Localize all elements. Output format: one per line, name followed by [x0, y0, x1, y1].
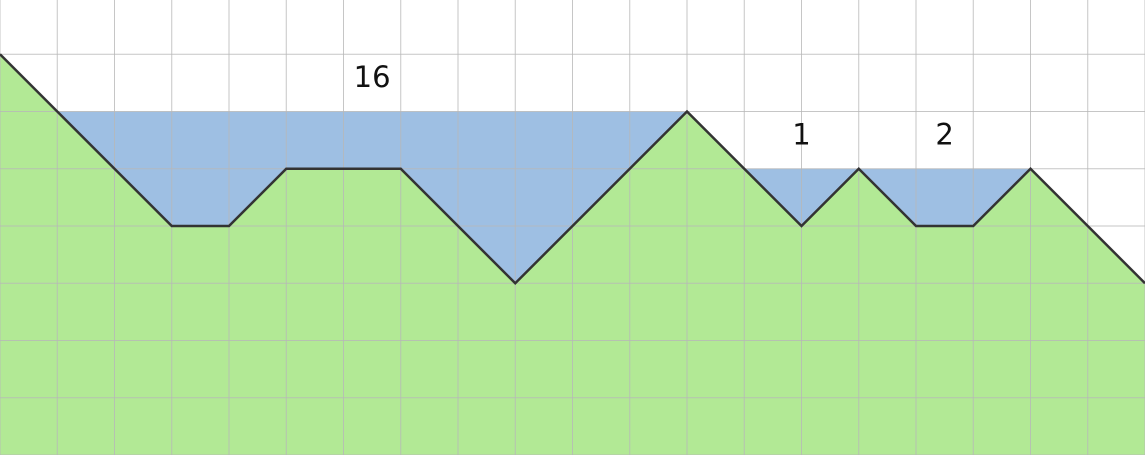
water-body-1	[57, 111, 687, 284]
terrain-outline	[0, 53, 1145, 286]
basin-label-2: 2	[935, 117, 953, 151]
label-layer: 16 1 2	[354, 60, 954, 151]
basin-label-16: 16	[354, 60, 391, 94]
outline-layer	[0, 53, 1145, 286]
basin-label-1: 1	[792, 117, 810, 151]
